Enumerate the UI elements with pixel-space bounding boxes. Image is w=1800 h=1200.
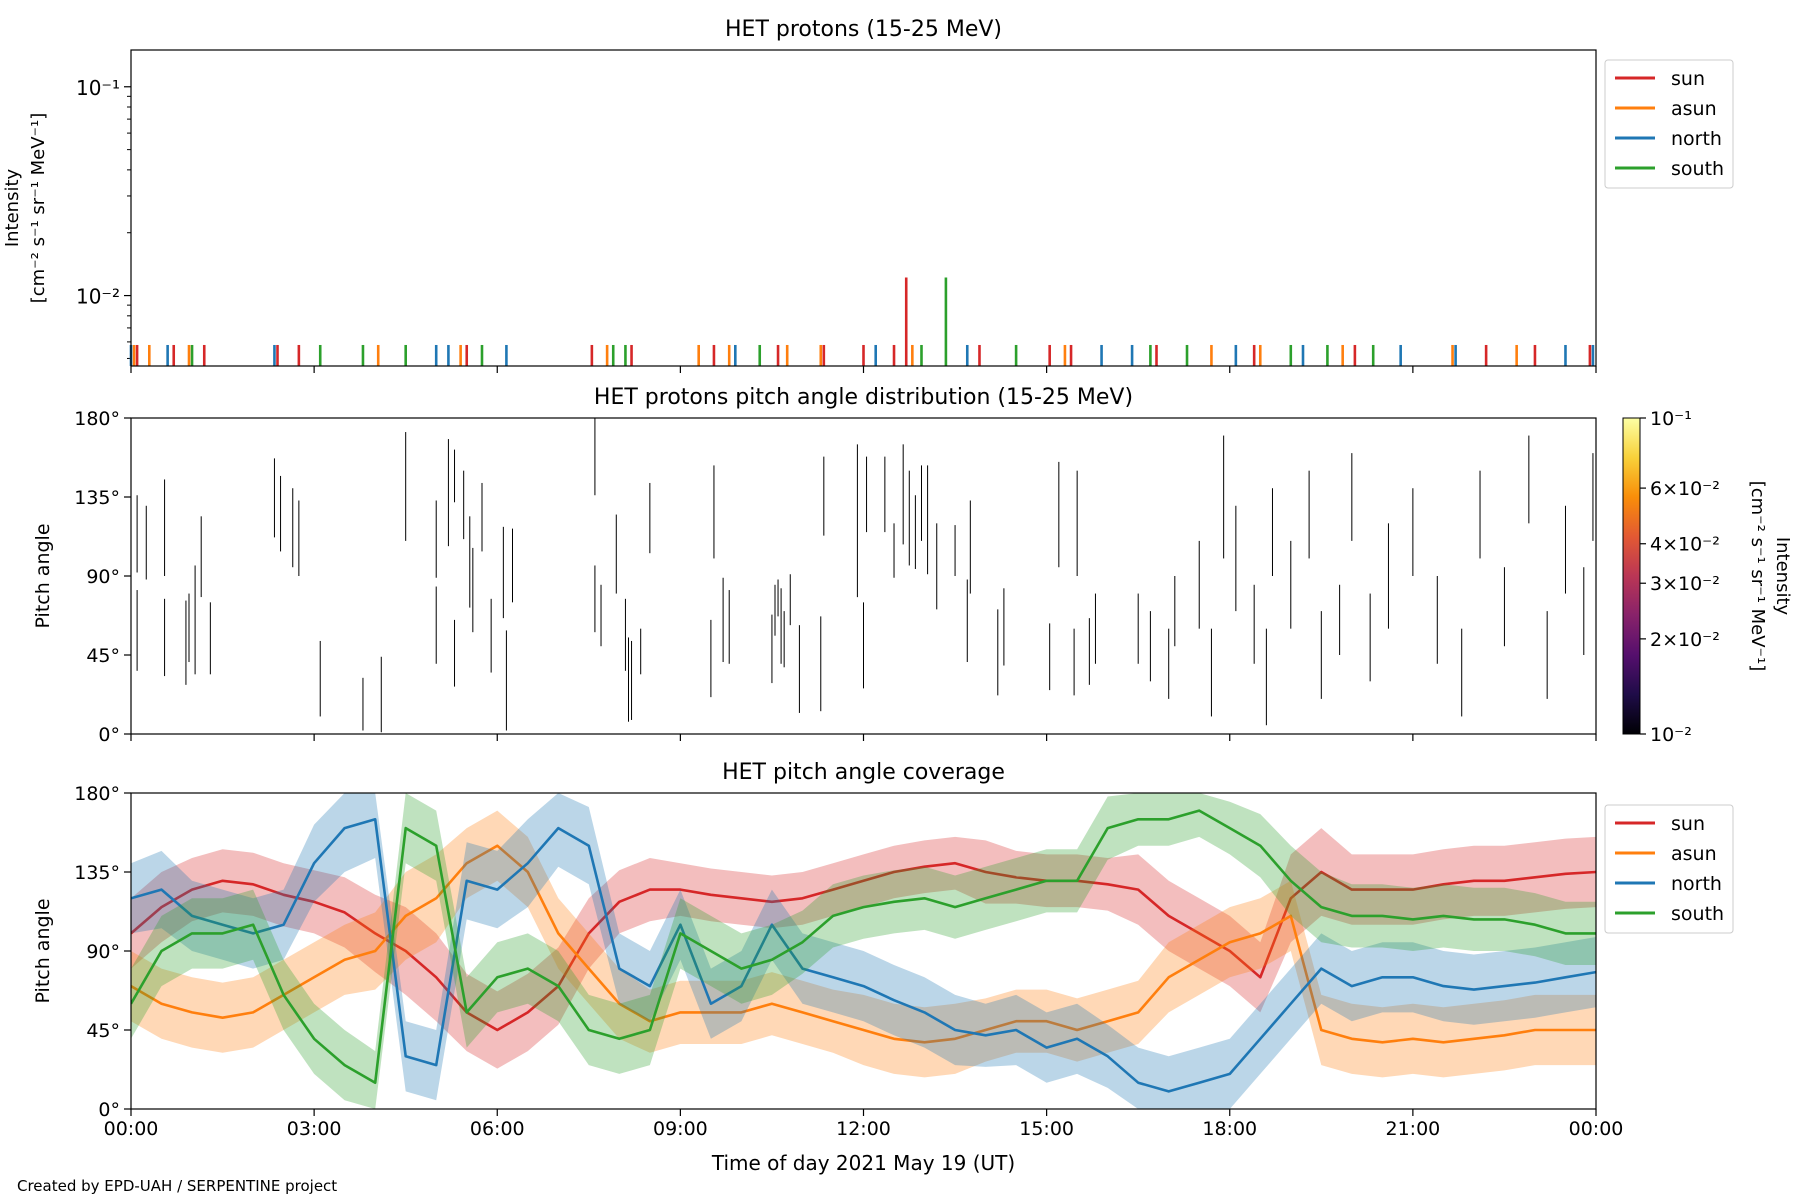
colorbar-label: Intensity <box>1772 537 1793 616</box>
y-tick-label: 135° <box>74 862 120 884</box>
legend-box <box>1604 59 1734 189</box>
x-tick-label: 15:00 <box>1019 1118 1074 1140</box>
colorbar-tick-label: 10⁻² <box>1650 724 1692 746</box>
line-asun <box>131 844 1596 1044</box>
legend-label-asun: asun <box>1671 843 1717 865</box>
y-tick-label: 45° <box>86 645 120 667</box>
x-tick-label: 00:00 <box>1569 1118 1624 1140</box>
panel1-legend: sun asun north south <box>1604 59 1734 189</box>
legend-label-north: north <box>1671 128 1722 150</box>
legend-label-asun: asun <box>1671 98 1717 120</box>
y-tick-label: 10⁻¹ <box>76 76 120 100</box>
panel1-ylabel: Intensity <box>2 168 23 247</box>
coverage-plot <box>131 793 1596 1109</box>
line-north <box>131 817 1596 1093</box>
panel3-title: HET pitch angle coverage <box>722 760 1005 785</box>
legend-label-south: south <box>1671 903 1724 925</box>
colorbar-tick-label: 3×10⁻² <box>1650 573 1720 595</box>
band-sun <box>131 828 1596 1069</box>
panel2-ylabel: Pitch angle <box>32 523 54 628</box>
colorbar-tick-label: 10⁻¹ <box>1650 408 1692 430</box>
y-tick-label: 0° <box>98 724 120 746</box>
panel1-ylabel-unit: [cm⁻² s⁻¹ sr⁻¹ MeV⁻¹] <box>28 113 49 304</box>
panel3-ylabel: Pitch angle <box>32 898 54 1003</box>
y-tick-label: 135° <box>74 487 120 509</box>
y-tick-label: 10⁻² <box>76 285 120 309</box>
y-tick-label: 90° <box>86 941 120 963</box>
x-tick-label: 18:00 <box>1202 1118 1257 1140</box>
panel1-title: HET protons (15-25 MeV) <box>725 17 1002 42</box>
legend-label-south: south <box>1671 158 1724 180</box>
legend-box <box>1604 804 1734 934</box>
colorbar-unit: [cm⁻² s⁻¹ sr⁻¹ MeV⁻¹] <box>1747 481 1768 672</box>
x-tick-label: 00:00 <box>104 1118 159 1140</box>
footer-credit: Created by EPD-UAH / SERPENTINE project <box>17 1177 338 1195</box>
y-tick-label: 180° <box>74 783 120 805</box>
y-tick-label: 90° <box>86 566 120 588</box>
x-tick-label: 03:00 <box>287 1118 342 1140</box>
colorbar-tick-label: 2×10⁻² <box>1650 629 1720 651</box>
colorbar <box>1622 417 1641 735</box>
x-tick-label: 06:00 <box>470 1118 525 1140</box>
band-asun <box>131 810 1596 1078</box>
legend-label-sun: sun <box>1671 813 1705 835</box>
x-axis-label: Time of day 2021 May 19 (UT) <box>711 1151 1015 1175</box>
line-south <box>131 809 1596 1084</box>
line-sun <box>131 861 1596 1032</box>
colorbar-tick-label: 6×10⁻² <box>1650 478 1720 500</box>
band-north <box>131 793 1596 1109</box>
legend-label-north: north <box>1671 873 1722 895</box>
panel2-title: HET protons pitch angle distribution (15… <box>594 385 1133 410</box>
x-tick-label: 09:00 <box>653 1118 708 1140</box>
legend-label-sun: sun <box>1671 68 1705 90</box>
panel1-frame <box>130 49 1597 367</box>
x-tick-label: 21:00 <box>1385 1118 1440 1140</box>
panel3-legend: sun asun north south <box>1604 804 1734 934</box>
colorbar-tick-label: 4×10⁻² <box>1650 534 1720 556</box>
y-tick-label: 45° <box>86 1020 120 1042</box>
y-tick-label: 180° <box>74 408 120 430</box>
x-tick-label: 12:00 <box>836 1118 891 1140</box>
y-tick-label: 0° <box>98 1099 120 1121</box>
